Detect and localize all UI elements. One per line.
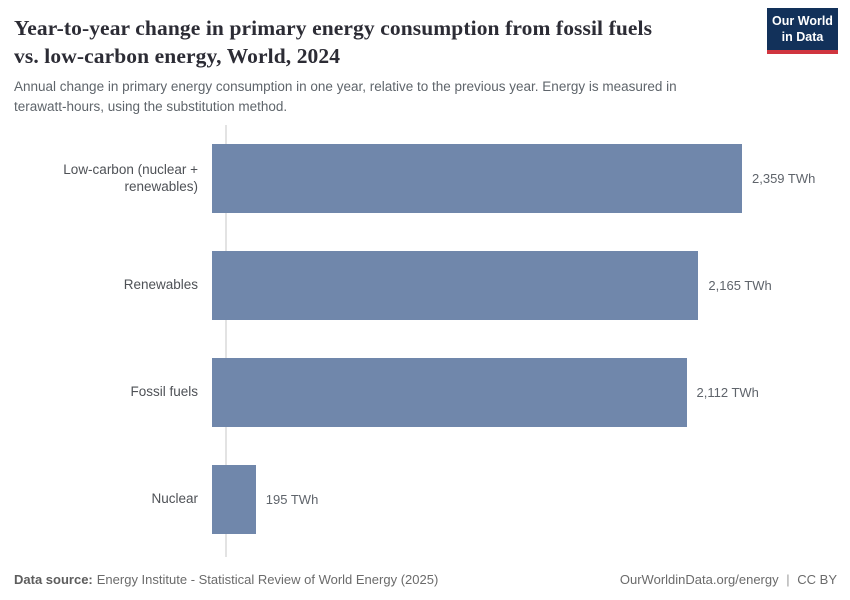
bar-track: 2,165 TWh: [212, 251, 850, 320]
chart-subtitle: Annual change in primary energy consumpt…: [14, 79, 677, 115]
category-label: Low-carbon (nuclear + renewables): [63, 162, 198, 194]
bar-low-carbon: [212, 144, 742, 213]
footer: Data source: Energy Institute - Statistic…: [14, 572, 837, 587]
category-label: Renewables: [123, 277, 198, 293]
bar-track: 195 TWh: [212, 465, 850, 534]
value-label: 2,112 TWh: [696, 385, 759, 400]
bar-track: 2,359 TWh: [212, 144, 850, 213]
value-label: 2,165 TWh: [708, 278, 772, 293]
title-line-2: vs. low-carbon energy, World, 2024: [14, 44, 341, 69]
bar-track: 2,112 TWh: [212, 358, 850, 427]
data-source-label: Data source:: [14, 572, 93, 587]
y-axis-line: [225, 125, 227, 557]
bar-row-renewables: Renewables 2,165 TWh: [0, 251, 850, 320]
bar-nuclear: [212, 465, 256, 534]
page-title: Year-to-year change in primary energy co…: [14, 14, 652, 71]
bar-row-low-carbon: Low-carbon (nuclear + renewables) 2,359 …: [0, 144, 850, 213]
data-source: Data source: Energy Institute - Statistic…: [14, 572, 438, 587]
bar-chart: Low-carbon (nuclear + renewables) 2,359 …: [0, 125, 850, 534]
separator: |: [786, 572, 790, 587]
bar-fossil-fuels: [212, 358, 687, 427]
bar-row-fossil-fuels: Fossil fuels 2,112 TWh: [0, 358, 850, 427]
owid-url-link[interactable]: OurWorldinData.org/energy: [619, 572, 779, 587]
logo-line-1: Our World: [772, 14, 833, 28]
category-label: Fossil fuels: [130, 384, 198, 400]
value-label: 2,359 TWh: [752, 171, 816, 186]
category-label: Nuclear: [151, 491, 198, 507]
owid-logo: Our World in Data: [767, 8, 838, 54]
value-label: 195 TWh: [265, 492, 319, 507]
attribution: OurWorldinData.org/energy | CC BY: [616, 572, 837, 587]
license-label: CC BY: [797, 572, 837, 587]
data-source-value: Energy Institute - Statistical Review of…: [96, 572, 439, 587]
bar-renewables: [212, 251, 699, 320]
bar-row-nuclear: Nuclear 195 TWh: [0, 465, 850, 534]
title-line-1: Year-to-year change in primary energy co…: [14, 16, 653, 40]
logo-line-2: in Data: [781, 30, 824, 45]
